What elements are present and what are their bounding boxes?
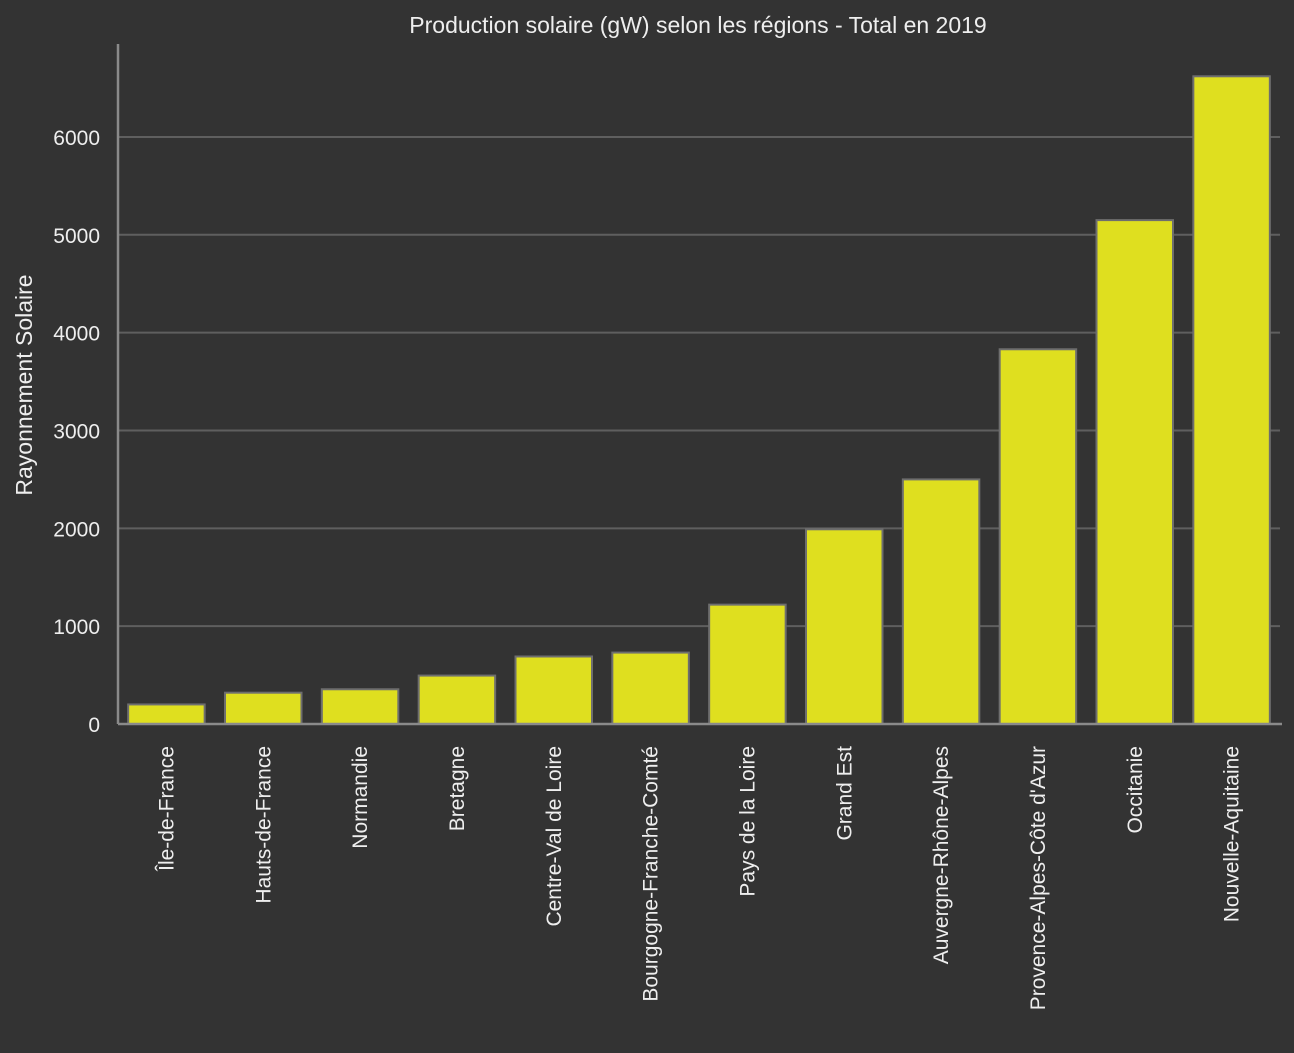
- axes: [116, 44, 1282, 726]
- x-tick-label: Normandie: [349, 746, 372, 849]
- bar: [708, 603, 787, 726]
- bar: [320, 688, 400, 725]
- y-tick-labels: 0 1000 2000 3000 4000 5000 6000: [53, 127, 100, 737]
- y-tick-label: 3000: [53, 420, 100, 443]
- y-tick-label: 5000: [53, 225, 100, 248]
- bars: [127, 75, 1271, 726]
- x-tick-label: Bourgogne-Franche-Comté: [640, 746, 663, 1002]
- x-tick-label: Pays de la Loire: [736, 746, 759, 897]
- x-tick-label: Île-de-France: [155, 746, 178, 872]
- y-tick-label: 2000: [53, 518, 100, 541]
- x-tick-label: Nouvelle-Aquitaine: [1221, 746, 1244, 922]
- bar: [417, 674, 497, 726]
- bar: [901, 478, 981, 725]
- x-tick-label: Grand Est: [833, 746, 856, 841]
- y-tick-label: 0: [88, 714, 100, 737]
- x-tick-label: Hauts-de-France: [252, 746, 275, 904]
- y-tick-label: 6000: [53, 127, 100, 150]
- bar: [1095, 219, 1174, 725]
- bar: [224, 691, 303, 726]
- x-tick-labels: Île-de-France Hauts-de-France Normandie Bre…: [155, 746, 1243, 1010]
- bar: [611, 651, 690, 726]
- bar: [1192, 75, 1271, 725]
- chart-title: Production solaire (gW) selon les région…: [409, 12, 986, 38]
- x-tick-label: Bretagne: [446, 746, 469, 831]
- bar: [514, 655, 593, 725]
- y-tick-label: 1000: [53, 616, 100, 639]
- y-tick-label: 4000: [53, 323, 100, 346]
- grid-lines: [118, 135, 1280, 628]
- x-tick-label: Centre-Val de Loire: [543, 746, 566, 927]
- y-axis-label: Rayonnement Solaire: [11, 274, 37, 495]
- bar: [127, 703, 206, 725]
- bar: [998, 348, 1078, 725]
- x-tick-label: Auvergne-Rhône-Alpes: [930, 746, 953, 964]
- bar: [805, 528, 884, 726]
- x-tick-label: Occitanie: [1124, 746, 1147, 834]
- x-tick-label: Provence-Alpes-Côte d'Azur: [1027, 746, 1050, 1010]
